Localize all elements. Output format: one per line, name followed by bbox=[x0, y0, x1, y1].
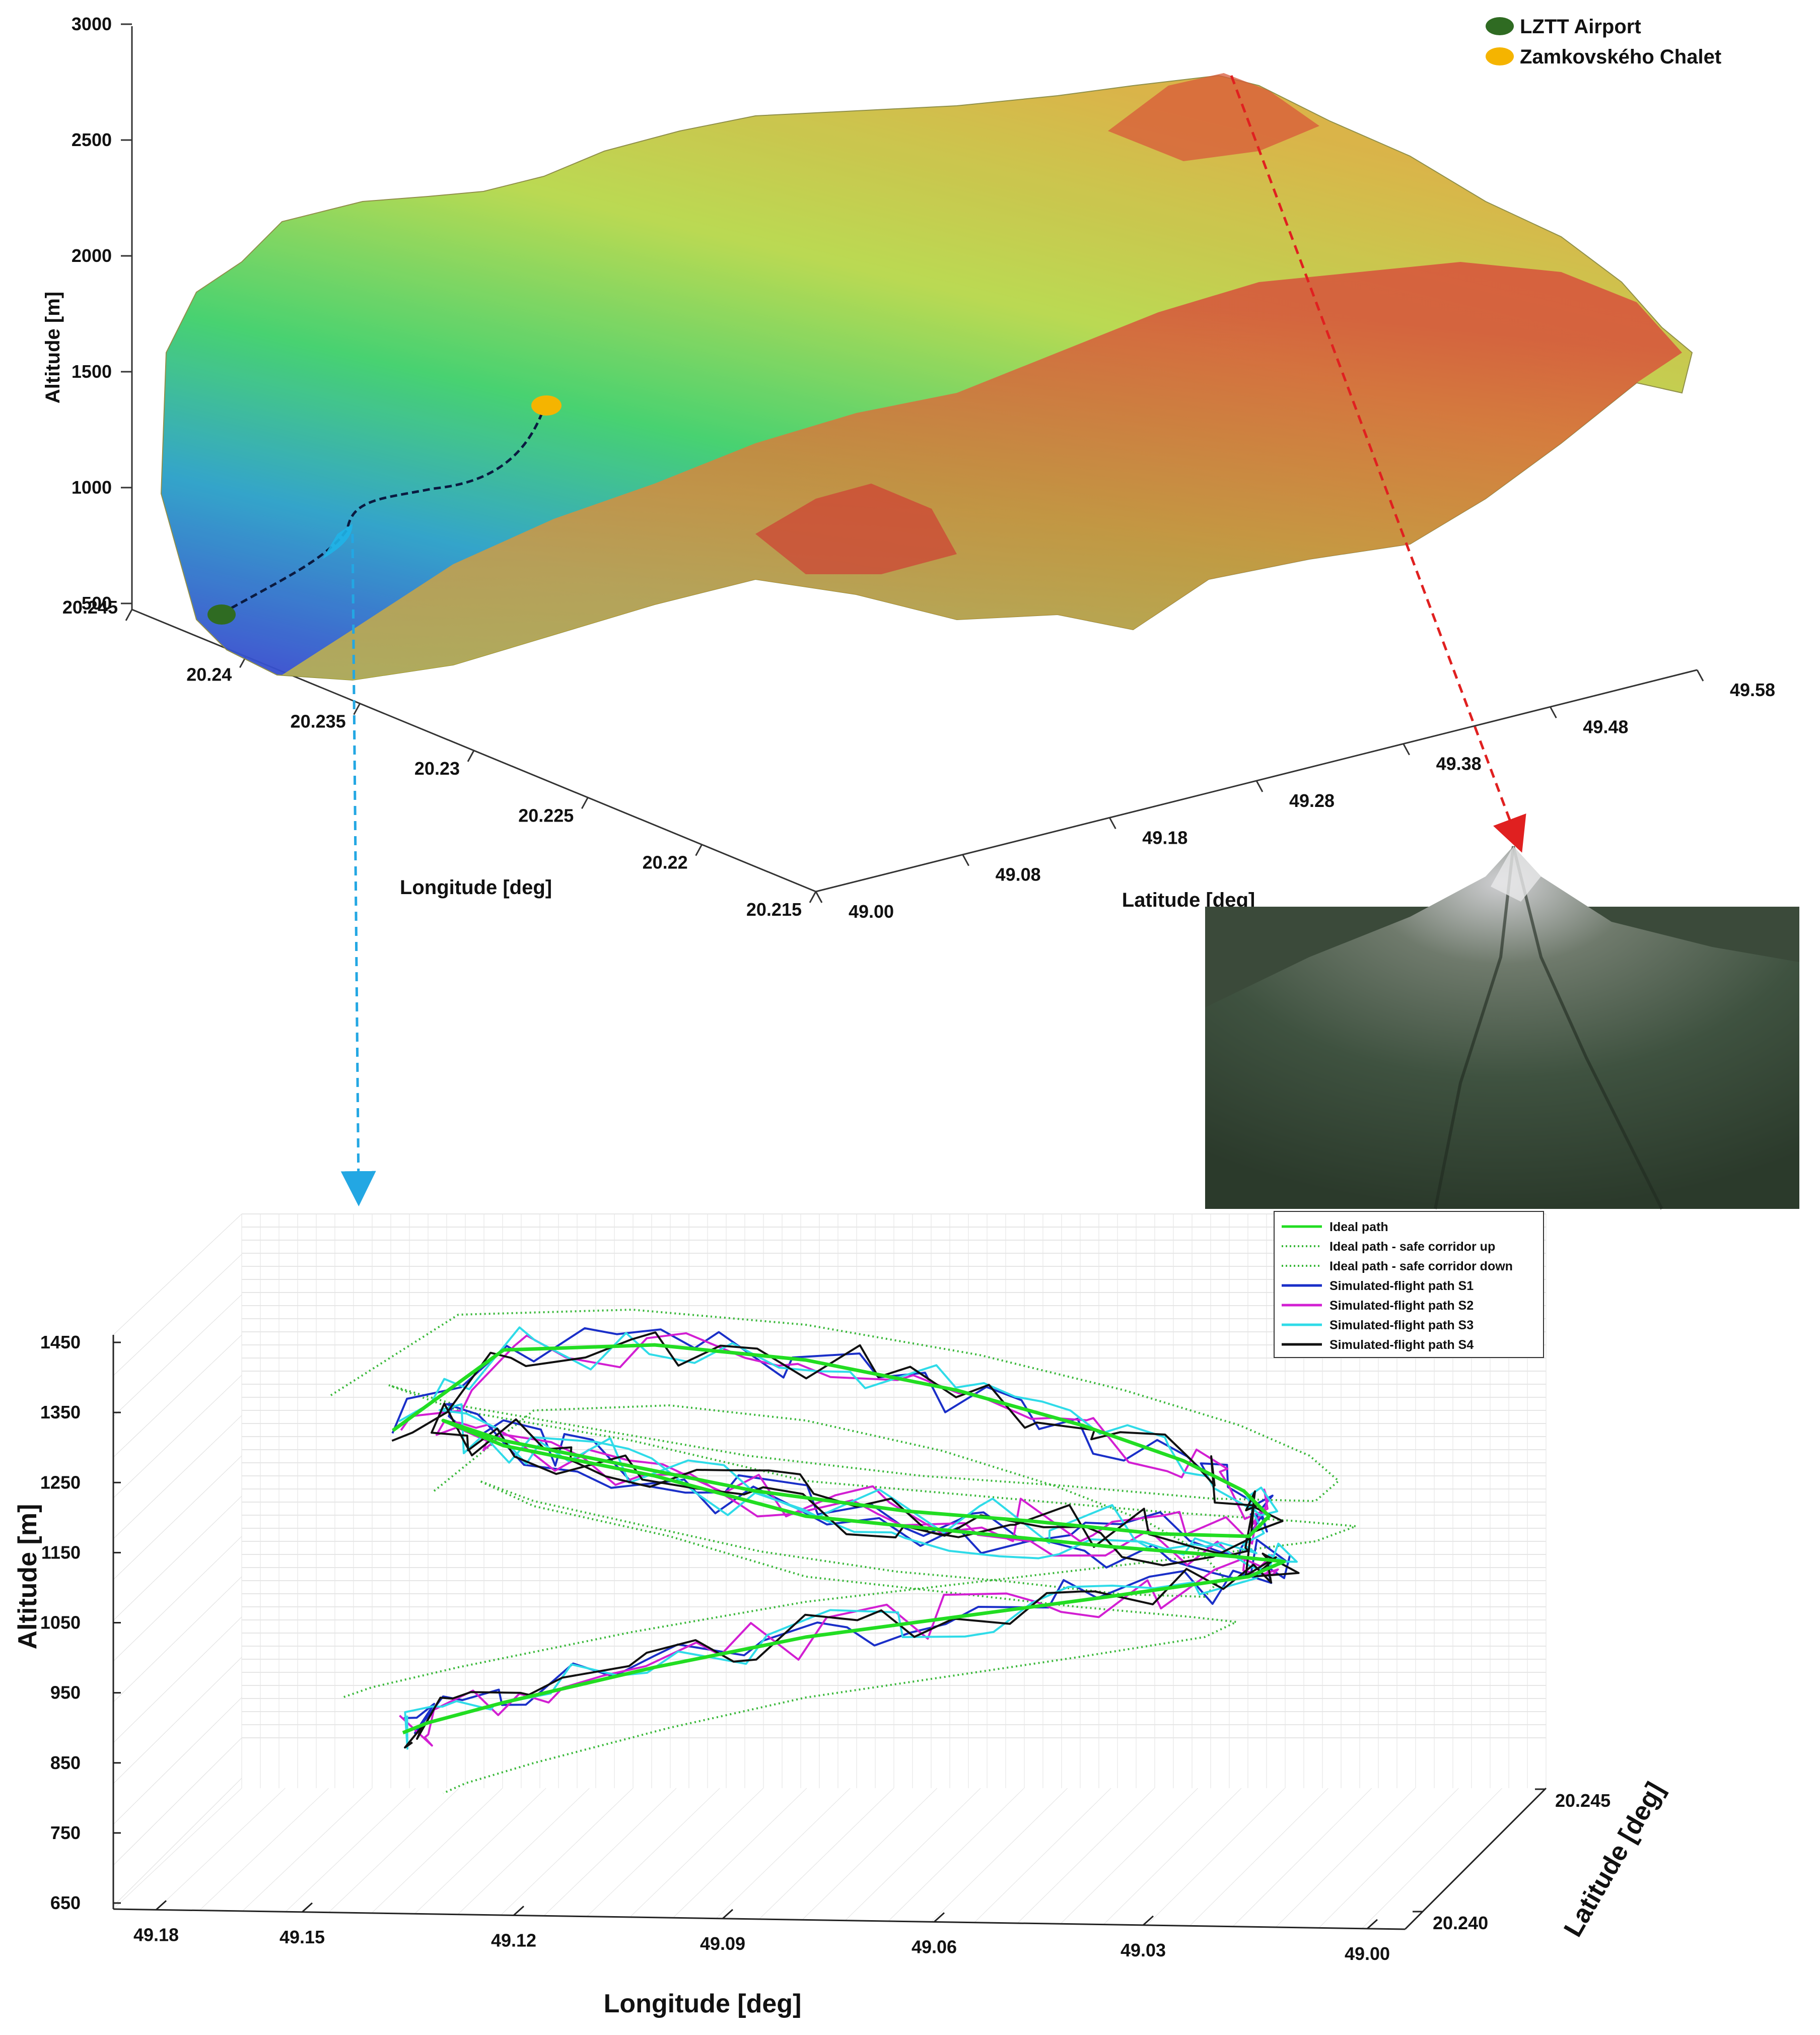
legend-label: Simulated-flight path S3 bbox=[1329, 1318, 1474, 1332]
legend-label: Ideal path - safe corridor up bbox=[1329, 1240, 1495, 1254]
top-z-tick-label: 3000 bbox=[72, 14, 112, 34]
top-x-tick-label: 20.22 bbox=[643, 852, 688, 873]
bottom-y-tick-label: 20.240 bbox=[1433, 1913, 1488, 1933]
terrain-red-summit bbox=[1108, 73, 1319, 161]
top-x-tick-label: 20.24 bbox=[186, 664, 232, 685]
series-corridor-down bbox=[433, 1404, 1240, 1794]
terrain-ridge-peak bbox=[755, 484, 957, 574]
bottom-z-tick-label: 1150 bbox=[41, 1542, 81, 1563]
legend-label-chalet: Zamkovského Chalet bbox=[1520, 46, 1721, 68]
series-s3 bbox=[398, 1326, 1298, 1750]
series-s2 bbox=[399, 1332, 1279, 1747]
bottom-x-tick-label: 49.12 bbox=[491, 1930, 536, 1950]
top-z-tick-label: 2500 bbox=[72, 129, 112, 150]
top-y-tick-label: 49.28 bbox=[1289, 790, 1335, 811]
bottom-z-tick-label: 1050 bbox=[40, 1612, 81, 1633]
legend-label: Ideal path - safe corridor down bbox=[1329, 1259, 1513, 1273]
legend-marker-airport bbox=[1486, 17, 1514, 35]
bottom-z-tick-label: 1450 bbox=[40, 1332, 81, 1352]
bottom-z-tick-label: 650 bbox=[50, 1892, 81, 1913]
top-z-tick-label: 500 bbox=[82, 593, 112, 614]
bottom-z-tick-label: 850 bbox=[50, 1752, 81, 1773]
bottom-x-tick-label: 49.00 bbox=[1345, 1943, 1390, 1964]
top-xlabel: Longitude [deg] bbox=[400, 876, 552, 899]
bottom-x-tick-label: 49.18 bbox=[133, 1924, 179, 1945]
chalet-marker bbox=[531, 395, 562, 416]
bottom-x-tick-label: 49.09 bbox=[700, 1933, 745, 1954]
bottom-z-tick-label: 750 bbox=[50, 1822, 81, 1843]
bottom-zlabel: Altitude [m] bbox=[13, 1504, 42, 1650]
terrain-ridge bbox=[282, 262, 1682, 680]
bottom-legend: Ideal path Ideal path - safe corridor up I… bbox=[1274, 1211, 1544, 1358]
bottom-x-tick-label: 49.06 bbox=[912, 1936, 957, 1957]
top-x-tick-label: 20.245 bbox=[62, 597, 118, 618]
peak-render-inset bbox=[1205, 846, 1799, 1210]
top-x-tick-label: 20.235 bbox=[291, 711, 346, 732]
legend-label: Simulated-flight path S4 bbox=[1329, 1338, 1474, 1352]
top-y-tick-label: 49.38 bbox=[1436, 754, 1482, 774]
top-y-tick-label: 49.00 bbox=[849, 901, 894, 922]
top-y-tick-label: 49.48 bbox=[1583, 716, 1628, 737]
top-x-tick-label: 20.23 bbox=[414, 758, 460, 779]
top-z-tick-label: 2000 bbox=[72, 245, 112, 266]
top-zlabel: Altitude [m] bbox=[42, 292, 64, 403]
legend-label: Simulated-flight path S2 bbox=[1329, 1299, 1474, 1313]
blue-callout-arrow bbox=[340, 533, 376, 1206]
top-z-tick-label: 1500 bbox=[72, 361, 112, 382]
bottom-z-tick-label: 950 bbox=[50, 1682, 81, 1703]
top-y-tick-label: 49.58 bbox=[1730, 680, 1775, 700]
legend-label: Simulated-flight path S1 bbox=[1329, 1279, 1474, 1293]
bottom-z-tick-label: 1350 bbox=[40, 1402, 81, 1422]
legend-marker-chalet bbox=[1486, 47, 1514, 65]
terrain-flight-path bbox=[221, 408, 545, 615]
airport-marker bbox=[207, 604, 236, 625]
top-x-tick-label: 20.215 bbox=[746, 899, 802, 920]
terrain-plot: 500 1000 1500 2000 2500 3000 20.245 20.24 20.235… bbox=[42, 14, 1775, 922]
legend-label-airport: LZTT Airport bbox=[1520, 16, 1641, 38]
bottom-z-tick-label: 1250 bbox=[40, 1472, 81, 1493]
bottom-x-tick-label: 49.03 bbox=[1121, 1940, 1166, 1960]
bottom-x-tick-label: 49.15 bbox=[279, 1927, 325, 1947]
top-y-tick-label: 49.08 bbox=[996, 864, 1041, 885]
flight-plot: 650 750 850 950 1050 1150 1250 1350 1450 49.18 49.… bbox=[13, 1211, 1670, 2018]
legend-label: Ideal path bbox=[1329, 1220, 1388, 1234]
top-legend: LZTT Airport Zamkovského Chalet bbox=[1486, 16, 1721, 68]
top-x-tick-label: 20.225 bbox=[518, 805, 574, 826]
series-ideal-path bbox=[391, 1343, 1286, 1735]
top-y-tick-label: 49.18 bbox=[1142, 827, 1187, 848]
bottom-xlabel: Longitude [deg] bbox=[604, 1989, 802, 2018]
top-z-tick-label: 1000 bbox=[72, 477, 112, 498]
bottom-y-tick-label: 20.245 bbox=[1555, 1790, 1611, 1811]
